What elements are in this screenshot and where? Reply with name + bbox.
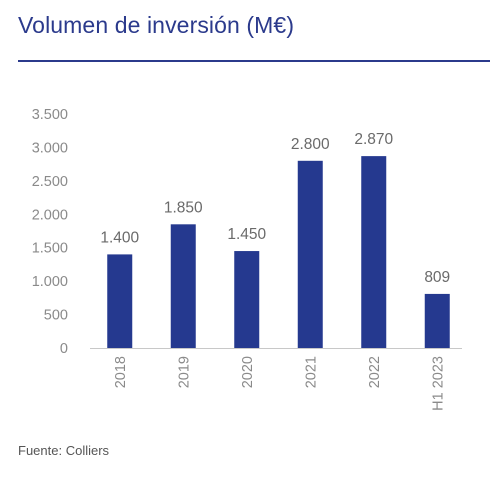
data-label: 2.870 — [354, 131, 393, 148]
bar — [170, 224, 196, 348]
title-divider — [18, 60, 490, 62]
data-label: 1.400 — [100, 229, 139, 246]
chart-title: Volumen de inversión (M€) — [18, 12, 295, 38]
bar — [107, 254, 133, 348]
data-label: 2.800 — [291, 136, 330, 153]
bar — [234, 251, 260, 348]
y-tick-label: 2.000 — [32, 207, 68, 223]
y-tick-label: 1.000 — [32, 274, 68, 290]
x-tick-label: 2021 — [303, 356, 319, 388]
x-tick-label: 2018 — [113, 356, 129, 388]
data-label: 1.450 — [227, 226, 266, 243]
data-label: 809 — [424, 269, 450, 286]
bar — [361, 156, 387, 348]
x-tick-label: 2020 — [240, 356, 256, 388]
y-tick-label: 0 — [60, 341, 68, 357]
source-note: Fuente: Colliers — [18, 443, 110, 458]
bar — [297, 160, 323, 348]
y-tick-label: 3.500 — [32, 107, 68, 123]
x-tick-label: 2019 — [176, 356, 192, 388]
y-tick-label: 2.500 — [32, 174, 68, 190]
x-tick-label: 2022 — [367, 356, 383, 388]
data-label: 1.850 — [164, 199, 203, 216]
y-tick-label: 1.500 — [32, 241, 68, 257]
bar — [424, 293, 450, 348]
y-tick-label: 500 — [44, 308, 68, 324]
y-tick-label: 3.000 — [32, 140, 68, 156]
x-tick-label: H1 2023 — [430, 356, 446, 411]
